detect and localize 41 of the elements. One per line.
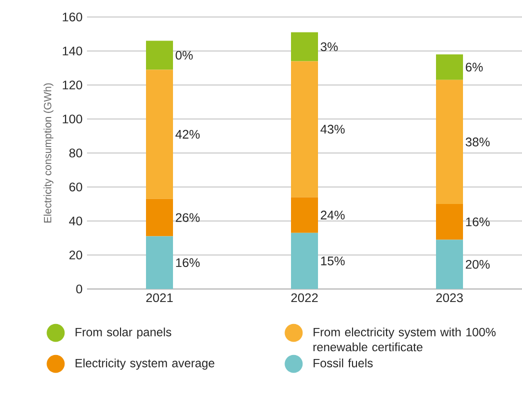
- annotation: 26%: [176, 213, 200, 222]
- annotation: 20%: [466, 260, 490, 269]
- bar: [436, 240, 464, 289]
- legend-label: From electricity system with 100% renewable certificate: [313, 328, 496, 352]
- x-tick-label: 2021: [146, 293, 173, 302]
- y-tick-label: 40: [69, 216, 82, 226]
- annotation: 38%: [466, 138, 490, 146]
- annotation: 16%: [466, 217, 490, 226]
- bar: [436, 204, 464, 240]
- legend-label: From solar panels: [76, 328, 172, 339]
- annotation: 16%: [176, 258, 200, 268]
- y-tick-label: 140: [62, 46, 82, 56]
- legend-label: Electricity system average: [76, 358, 214, 370]
- annotation: 15%: [321, 256, 345, 266]
- bar: [146, 236, 173, 289]
- bar: [291, 197, 318, 233]
- y-tick-label: 20: [69, 250, 82, 260]
- annotation: 3%: [320, 42, 338, 52]
- legend-label: Fossil fuels: [314, 358, 373, 368]
- annotation: 42%: [175, 130, 200, 139]
- bar: [436, 80, 464, 204]
- annotation: 0%: [176, 50, 193, 60]
- annotation: 43%: [320, 124, 345, 134]
- x-tick-label: 2022: [291, 293, 318, 302]
- bar: [291, 61, 318, 198]
- x-tick-label: 2023: [436, 293, 463, 302]
- y-tick-label: 60: [69, 182, 82, 192]
- y-tick-label: 80: [69, 148, 82, 158]
- bar: [146, 40, 173, 70]
- annotation: 24%: [320, 210, 345, 220]
- bar: [436, 54, 464, 80]
- y-tick-label: 120: [62, 80, 82, 90]
- y-tick-label: 100: [62, 114, 82, 124]
- y-axis-title: Electricity consumption (GWh): [44, 83, 54, 222]
- bar: [146, 198, 173, 236]
- bar: [291, 232, 318, 289]
- bar: [291, 32, 318, 62]
- bar: [146, 70, 173, 199]
- annotation: 6%: [466, 62, 483, 72]
- y-tick-label: 0: [76, 284, 82, 294]
- y-tick-label: 160: [62, 12, 82, 22]
